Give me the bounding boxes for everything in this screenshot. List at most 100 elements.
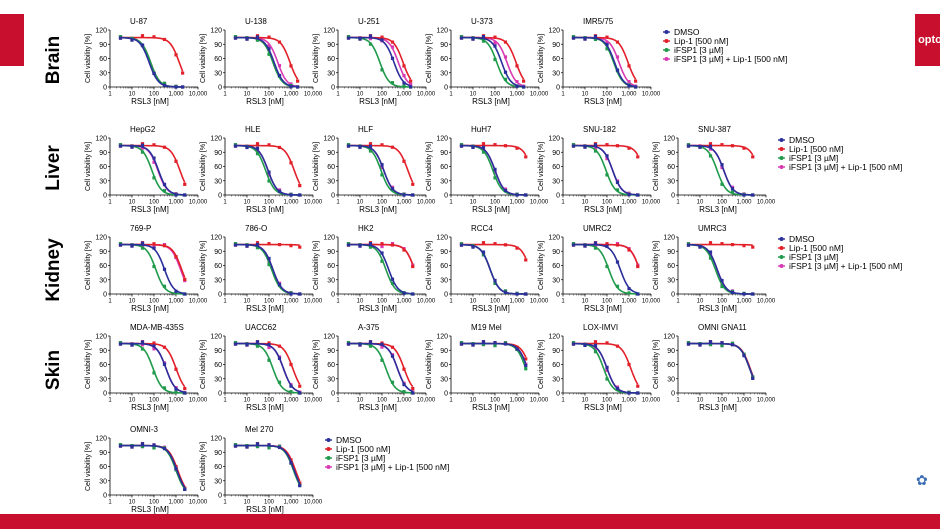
x-tick-label: 100 [149, 398, 160, 404]
x-tick-label: 1 [676, 200, 680, 206]
data-point-ifsp1 [593, 149, 598, 153]
y-axis-label: Cell viability [%] [85, 340, 92, 389]
data-point-ifsp1 [289, 390, 293, 394]
x-tick-label: 1 [676, 299, 680, 305]
data-point-dmso [183, 487, 187, 492]
x-tick-label: 1,000 [283, 299, 299, 305]
x-tick-label: 100 [264, 200, 275, 206]
legend-entry-label: DMSO [336, 435, 362, 445]
y-tick-label: 60 [99, 464, 107, 471]
tissue-label-kidney: Kidney [43, 238, 64, 302]
data-point-dmso [289, 461, 293, 465]
data-point-combo [503, 55, 508, 59]
data-point-dmso [730, 343, 735, 347]
data-point-dmso [380, 342, 384, 346]
data-point-combo [277, 63, 282, 68]
data-point-ifsp1 [615, 188, 620, 192]
panel-title: HepG2 [130, 125, 156, 134]
x-tick-label: 1,000 [283, 500, 299, 506]
data-point-lip1 [181, 71, 185, 75]
data-point-dmso [615, 386, 620, 391]
data-point-ifsp1 [380, 173, 384, 177]
data-point-dmso [524, 363, 528, 368]
y-tick-label: 30 [99, 178, 107, 185]
data-point-dmso [571, 144, 576, 148]
y-axis-label: Cell viability [%] [85, 241, 92, 290]
data-point-ifsp1 [152, 446, 156, 450]
data-point-dmso [358, 343, 362, 347]
data-point-dmso [583, 244, 587, 248]
data-point-lip1 [481, 241, 486, 245]
y-tick-label: 0 [218, 493, 222, 500]
data-point-ifsp1 [380, 259, 384, 263]
data-point-dmso [636, 391, 640, 395]
data-point-ifsp1 [162, 189, 167, 193]
data-point-dmso [459, 342, 464, 346]
data-point-ifsp1 [174, 291, 178, 295]
data-point-lip1 [730, 144, 735, 148]
data-point-lip1 [289, 64, 293, 68]
legend-entry-label: DMSO [789, 234, 815, 244]
y-tick-label: 0 [444, 193, 448, 200]
data-point-combo [409, 82, 413, 86]
y-tick-label: 60 [327, 164, 335, 171]
data-point-lip1 [708, 241, 713, 245]
left-accent-bar [0, 14, 24, 66]
x-tick-label: 1,000 [396, 92, 412, 98]
data-point-ifsp1 [390, 380, 395, 384]
y-tick-label: 30 [214, 70, 222, 77]
data-point-dmso [296, 85, 300, 89]
data-point-lip1 [162, 37, 167, 42]
data-point-lip1 [627, 64, 631, 68]
x-tick-label: 100 [490, 299, 501, 305]
dose-curve-lip1 [235, 144, 301, 185]
legend-swatch-marker [326, 456, 331, 460]
data-point-dmso [380, 163, 384, 167]
data-point-ifsp1 [627, 291, 631, 295]
dose-curve-dmso [120, 444, 186, 488]
y-tick-label: 0 [103, 391, 107, 398]
y-axis-label: Cell viability [%] [200, 241, 207, 290]
data-point-lip1 [615, 243, 620, 247]
y-tick-label: 30 [99, 376, 107, 383]
data-point-dmso [481, 35, 486, 39]
x-tick-label: 10 [470, 299, 477, 305]
x-tick-label: 10,000 [189, 200, 208, 206]
dose-curve-ifsp1 [688, 144, 753, 196]
data-point-dmso [140, 143, 145, 147]
data-point-dmso [402, 81, 406, 85]
data-point-dmso [503, 290, 508, 294]
x-tick-label: 10 [244, 398, 251, 404]
x-tick-label: 10 [470, 200, 477, 206]
y-axis-label: Cell viability [%] [313, 34, 320, 83]
data-point-dmso [140, 442, 145, 446]
data-point-lip1 [636, 155, 640, 159]
x-tick-label: 10 [357, 299, 364, 305]
y-tick-label: 90 [440, 150, 448, 157]
data-point-ifsp1 [593, 37, 598, 42]
x-tick-label: 1 [336, 299, 340, 305]
data-point-dmso [245, 244, 249, 248]
dose-curve-dmso [235, 144, 300, 196]
data-point-combo [593, 146, 598, 150]
x-tick-label: 1,000 [736, 299, 752, 305]
data-point-dmso [524, 292, 528, 296]
data-point-dmso [593, 241, 598, 245]
data-point-dmso [255, 146, 260, 150]
data-point-lip1 [515, 64, 519, 68]
x-tick-label: 10 [129, 92, 136, 98]
y-tick-label: 120 [548, 136, 560, 143]
data-point-combo [380, 244, 384, 249]
data-point-combo [708, 147, 713, 151]
data-point-dmso [522, 85, 526, 89]
data-point-dmso [255, 35, 260, 39]
y-tick-label: 0 [444, 292, 448, 299]
data-point-lip1 [627, 248, 631, 252]
